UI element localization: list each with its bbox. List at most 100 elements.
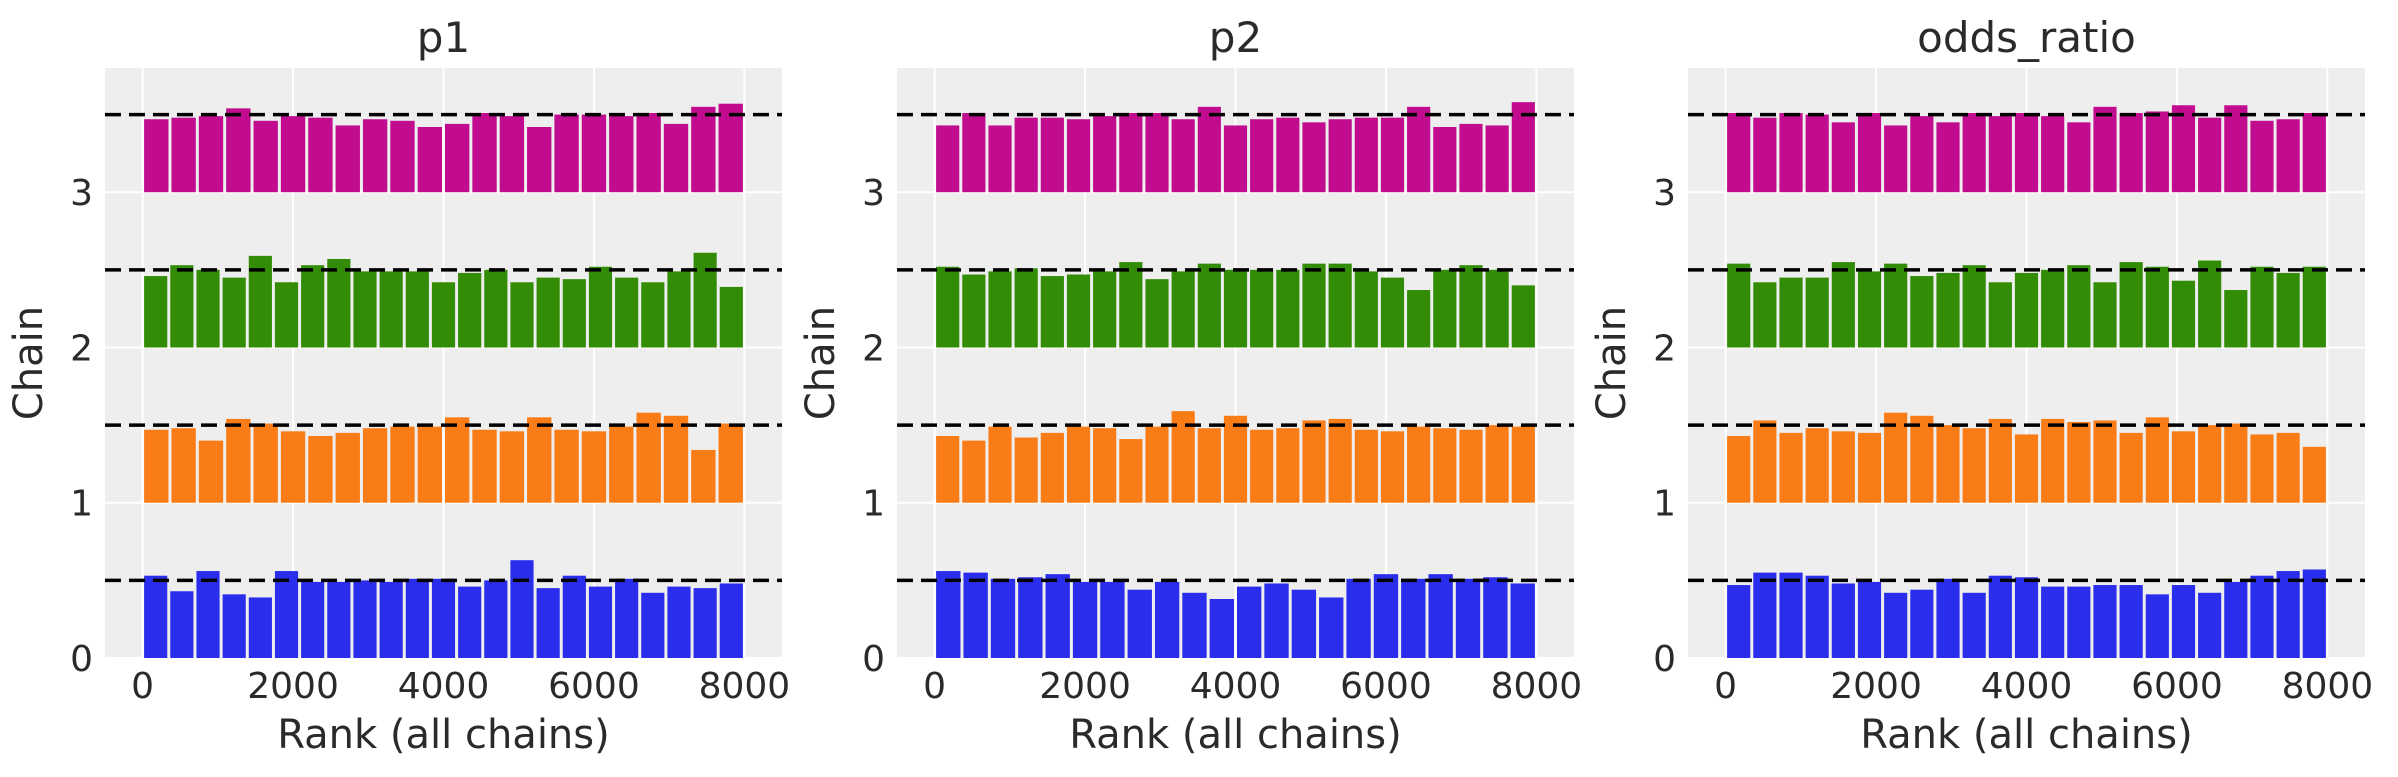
rank-bar <box>2302 569 2326 658</box>
y-tick-label: 3 <box>70 173 93 214</box>
rank-bar <box>1093 428 1117 503</box>
rank-bar <box>936 435 960 503</box>
rank-bar <box>1884 412 1908 503</box>
rank-bar <box>1264 583 1289 658</box>
rank-bar <box>1066 119 1091 193</box>
rank-bar <box>1040 117 1064 193</box>
rank-bar <box>1145 279 1169 348</box>
rank-bar <box>1805 114 1829 193</box>
rank-bar <box>691 106 716 193</box>
rank-bar <box>405 578 429 658</box>
reference-lines <box>1688 112 2365 583</box>
rank-bar <box>2041 269 2065 348</box>
rank-bar <box>1988 116 2012 193</box>
rank-bar <box>1066 426 1091 503</box>
x-tick-label: 6000 <box>548 666 640 707</box>
rank-bar <box>2145 594 2169 658</box>
rank-bar <box>1145 113 1169 193</box>
panel-p1: 0 2000 4000 6000 8000 0 1 2 3 p1 Rank (all chai… <box>6 13 790 758</box>
rank-bar <box>327 258 351 348</box>
rank-bar <box>2302 446 2326 503</box>
rank-bar <box>2067 422 2091 503</box>
rank-bar <box>1014 117 1038 193</box>
rank-bar <box>636 412 661 503</box>
rank-bar <box>1831 583 1855 658</box>
rank-bar <box>1428 574 1453 658</box>
x-tick-label: 0 <box>923 666 946 707</box>
rank-bar <box>1197 263 1221 348</box>
x-tick-label: 4000 <box>398 666 490 707</box>
rank-bar <box>1459 123 1483 193</box>
rank-bar <box>379 271 403 348</box>
rank-bar <box>472 429 497 503</box>
rank-bar <box>274 282 299 348</box>
y-axis-label: Chain <box>798 306 844 420</box>
rank-bar <box>2171 431 2196 503</box>
rank-bar <box>2171 280 2196 348</box>
rank-bar <box>196 571 220 658</box>
rank-bar <box>1805 277 1829 348</box>
bars <box>1727 105 2326 658</box>
rank-bar <box>417 127 442 193</box>
rank-bar <box>2224 290 2248 348</box>
rank-bar <box>1407 290 1431 348</box>
rank-bar <box>719 286 743 348</box>
rank-bar <box>718 103 743 193</box>
rank-bar <box>641 592 665 658</box>
rank-bar <box>1779 432 1803 503</box>
rank-bar <box>1727 435 1751 503</box>
rank-bar <box>554 429 579 503</box>
rank-bar <box>390 426 415 503</box>
rank-bar <box>1154 581 1180 658</box>
rank-bar <box>445 123 470 193</box>
rank-bar <box>1276 269 1300 348</box>
rank-bar <box>2119 432 2143 503</box>
rank-bar <box>1805 428 1829 503</box>
y-tick-label: 1 <box>1653 484 1676 525</box>
rank-bar <box>253 423 278 503</box>
rank-bar <box>2250 575 2274 658</box>
rank-bar <box>1127 589 1152 658</box>
rank-bar <box>609 116 634 193</box>
x-tick-label: 0 <box>131 666 154 707</box>
rank-bar <box>1433 269 1457 348</box>
rank-bar <box>2041 418 2065 503</box>
rank-bar <box>1276 428 1300 503</box>
rank-bar <box>1910 276 1934 348</box>
rank-bar <box>1250 119 1274 193</box>
rank-bar <box>1485 125 1509 193</box>
bars <box>936 102 1535 658</box>
rank-bar <box>641 282 665 348</box>
rank-bar <box>527 127 552 193</box>
rank-bar <box>1884 263 1908 348</box>
rank-bar <box>301 581 325 658</box>
rank-bar <box>1328 263 1352 348</box>
rank-bar <box>2171 585 2196 658</box>
rank-bar <box>2041 116 2065 193</box>
rank-bar <box>308 435 333 503</box>
rank-bar <box>198 440 224 503</box>
rank-bar <box>1250 269 1274 348</box>
rank-bar <box>719 583 743 658</box>
rank-bar <box>1485 269 1509 348</box>
rank-bar <box>431 578 456 658</box>
rank-bar <box>499 116 525 193</box>
x-tick-label: 6000 <box>1340 666 1432 707</box>
y-tick-label: 2 <box>1653 328 1676 369</box>
rank-bar <box>196 269 220 348</box>
x-axis-label: Rank (all chains) <box>277 712 609 758</box>
rank-bar <box>1511 102 1535 193</box>
rank-bar <box>2093 282 2117 348</box>
rank-bar <box>2014 434 2039 503</box>
rank-bar <box>1407 426 1431 503</box>
rank-bar <box>1962 592 1986 658</box>
rank-bar <box>1884 592 1908 658</box>
rank-bar <box>936 266 960 348</box>
rank-bar <box>1354 429 1378 503</box>
rank-bar <box>581 114 607 193</box>
rank-bar <box>1119 262 1143 348</box>
rank-bar <box>1727 585 1751 658</box>
x-tick-label: 8000 <box>1491 666 1583 707</box>
rank-bar <box>2302 113 2326 193</box>
rank-bar <box>1119 439 1143 503</box>
